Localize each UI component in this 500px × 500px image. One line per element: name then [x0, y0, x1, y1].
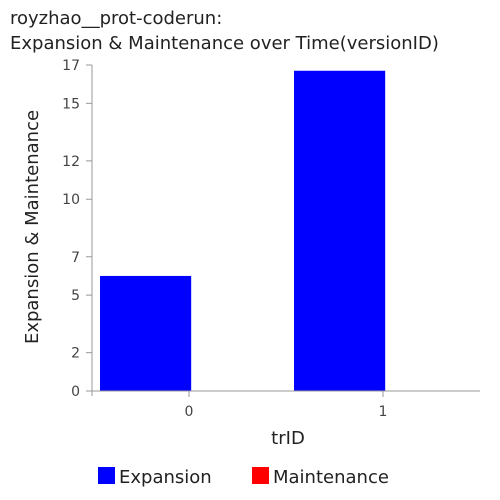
x-tick-label: 0 [185, 404, 194, 420]
y-tick-label: 5 [71, 288, 80, 304]
x-axis-title: trID [271, 428, 305, 449]
y-tick-label: 10 [62, 192, 80, 208]
y-tick-label: 17 [62, 58, 80, 74]
x-tick-label: 1 [379, 404, 388, 420]
y-tick-label: 0 [71, 384, 80, 400]
y-tick-label: 15 [62, 96, 80, 112]
legend-swatch-maintenance [252, 467, 269, 484]
bar-expansion-0 [100, 275, 192, 391]
bar-expansion-1 [294, 70, 386, 392]
legend-swatch-expansion [98, 467, 115, 484]
legend-label-maintenance: Maintenance [273, 467, 389, 488]
y-tick-label: 2 [71, 346, 80, 362]
y-tick-label: 12 [62, 154, 80, 170]
chart-title-line-2: Expansion & Maintenance over Time(versio… [10, 33, 439, 54]
y-axis-title: Expansion & Maintenance [22, 110, 43, 344]
y-tick-label: 7 [71, 250, 80, 266]
legend-label-expansion: Expansion [119, 467, 212, 488]
chart-title-line-1: royzhao__prot-coderun: [10, 8, 223, 29]
